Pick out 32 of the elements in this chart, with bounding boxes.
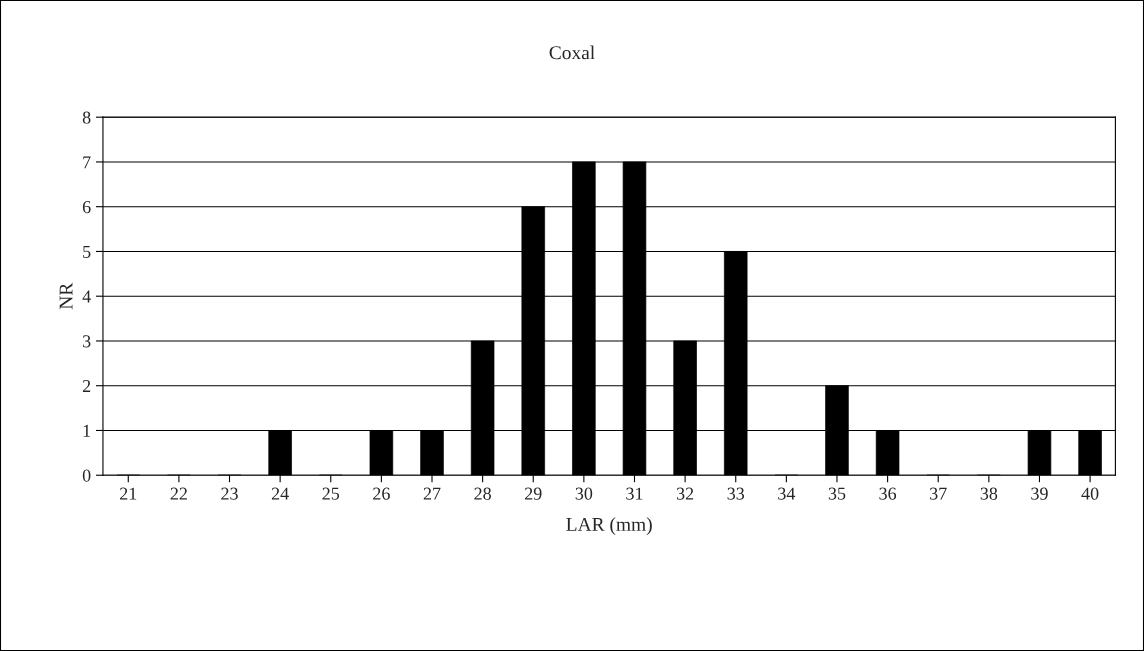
y-tick-label: 3 [82, 335, 91, 348]
x-tick-label: 30 [575, 487, 593, 500]
y-tick-label: 7 [83, 156, 91, 169]
x-tick-label: 40 [1081, 487, 1099, 500]
x-tick-label: 24 [271, 487, 289, 500]
y-axis-title: NR [59, 282, 73, 310]
y-tick-label: 8 [82, 111, 91, 124]
x-tick-label: 31 [626, 487, 643, 500]
y-tick-label: 5 [83, 245, 91, 258]
y-tick-label: 4 [82, 290, 91, 303]
x-tick-label: 37 [930, 487, 947, 500]
x-tick-label: 38 [980, 487, 998, 500]
chart-title: Coxal [549, 45, 595, 60]
x-tick-label: 27 [423, 487, 441, 500]
x-tick-label: 39 [1031, 487, 1048, 500]
x-tick-label: 28 [474, 487, 491, 500]
y-tick-label: 1 [83, 424, 91, 437]
x-tick-label: 33 [727, 487, 745, 500]
x-tick-label: 32 [676, 487, 694, 500]
x-tick-label: 25 [322, 487, 340, 500]
x-tick-label: 36 [879, 487, 897, 500]
x-tick-label: 34 [778, 487, 796, 500]
y-tick-label: 2 [82, 380, 91, 392]
x-axis-title: LAR (mm) [566, 517, 652, 535]
x-tick-label: 29 [525, 487, 542, 500]
x-tick-label: 22 [170, 487, 187, 500]
x-tick-label: 23 [221, 487, 238, 500]
x-tick-label: 26 [373, 487, 390, 500]
y-tick-label: 6 [82, 201, 91, 214]
y-tick-label: 0 [82, 469, 91, 482]
x-tick-label: 21 [120, 487, 137, 500]
x-tick-label: 35 [828, 487, 846, 500]
